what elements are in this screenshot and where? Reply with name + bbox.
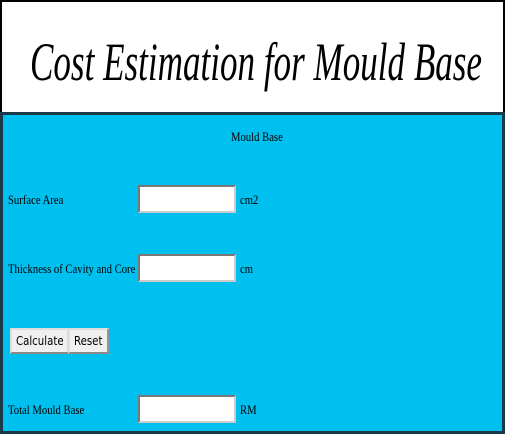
field-label: Thickness of Cavity and Core [8,261,136,276]
field-label: Surface Area [8,192,64,207]
form-panel: Mould Base Surface Area cm2 Thickness of… [0,112,505,434]
title-svg: Cost Estimation for Mould Base [30,32,482,92]
header: Cost Estimation for Mould Base [0,0,505,112]
reset-button[interactable]: Reset [68,328,109,354]
field-unit: cm2 [240,192,259,207]
form-heading: Mould Base [231,129,283,144]
field-unit: cm [240,261,254,276]
surface-area-input[interactable] [138,185,236,213]
calculate-button[interactable]: Calculate [10,328,70,354]
output-label: Total Mould Base [8,402,85,417]
thickness-input[interactable] [138,254,236,282]
total-output[interactable] [138,395,236,423]
output-unit: RM [240,402,257,417]
page-title: Cost Estimation for Mould Base [30,32,482,92]
